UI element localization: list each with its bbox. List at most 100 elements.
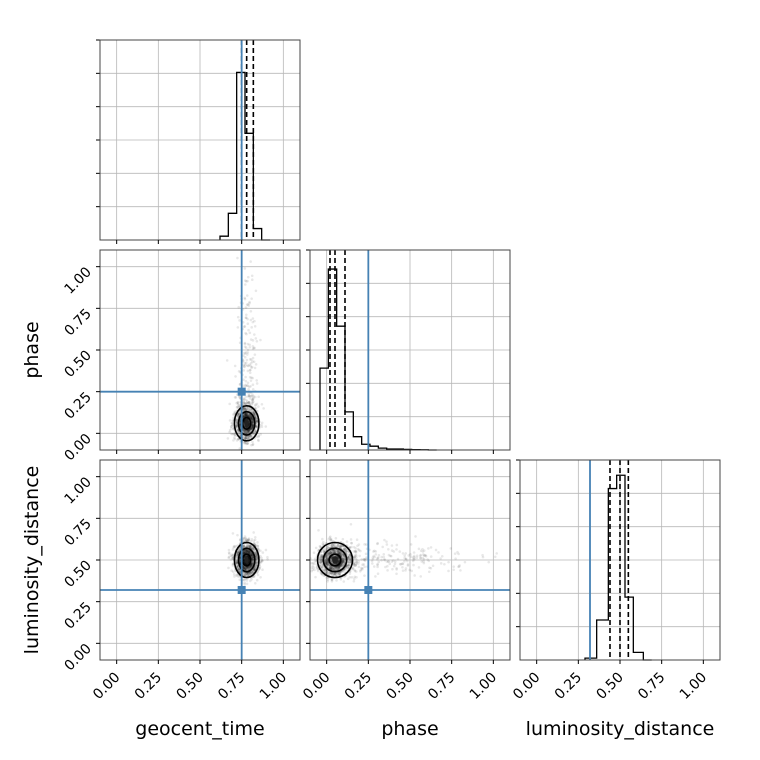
sample-point [338, 565, 342, 568]
sample-point [258, 567, 261, 570]
sample-point [352, 550, 356, 553]
sample-point [338, 566, 342, 570]
sample-point [236, 402, 240, 406]
sample-point [341, 558, 344, 561]
sample-point [324, 557, 327, 561]
sample-point [251, 424, 254, 427]
sample-point [348, 575, 352, 579]
sample-point [246, 402, 250, 405]
sample-point [383, 558, 386, 562]
sample-point [249, 384, 252, 388]
sample-point [395, 572, 398, 576]
sample-point [251, 555, 255, 559]
sample-point [330, 566, 334, 570]
sample-point [233, 437, 237, 441]
sample-point [329, 567, 333, 571]
sample-point [404, 552, 408, 555]
sample-point [254, 337, 258, 340]
sample-point [329, 567, 332, 571]
sample-point [235, 425, 239, 429]
sample-point [344, 568, 347, 572]
sample-point [246, 429, 250, 433]
sample-point [341, 560, 345, 563]
sample-point [335, 545, 339, 548]
sample-point [260, 425, 264, 429]
sample-point [244, 551, 247, 554]
sample-point [487, 560, 491, 564]
sample-point [242, 551, 246, 554]
sample-point [247, 435, 250, 438]
sample-point [424, 554, 427, 557]
sample-point [243, 351, 246, 355]
sample-point [250, 571, 253, 575]
sample-point [328, 536, 331, 539]
sample-point [251, 401, 254, 405]
sample-point [241, 354, 245, 357]
sample-point [242, 545, 245, 548]
xtick-label-geocent-time: 0.50 [173, 670, 206, 703]
sample-point [230, 421, 233, 425]
sample-point [250, 398, 254, 401]
sample-point [330, 578, 334, 582]
sample-point [244, 430, 248, 434]
sample-point [238, 411, 242, 415]
sample-point [329, 537, 333, 541]
sample-point [243, 568, 247, 571]
sample-point [247, 551, 250, 554]
sample-point [245, 549, 248, 553]
sample-point [235, 554, 238, 558]
sample-point [354, 550, 358, 553]
sample-point [340, 553, 343, 557]
sample-point [252, 432, 256, 436]
sample-point [312, 562, 316, 566]
sample-point [246, 573, 250, 577]
sample-point [244, 413, 247, 416]
sample-point [324, 562, 328, 565]
sample-point [242, 537, 246, 540]
sample-point [251, 558, 255, 562]
sample-point [229, 558, 233, 561]
sample-point [320, 572, 323, 576]
sample-point [248, 414, 251, 418]
sample-point [235, 417, 239, 421]
sample-point [342, 560, 346, 563]
sample-point [249, 260, 252, 263]
sample-point [255, 554, 259, 558]
sample-point [238, 341, 242, 345]
sample-point [232, 573, 236, 576]
sample-point [337, 550, 341, 554]
sample-point [312, 566, 316, 569]
sample-point [251, 555, 254, 559]
sample-point [330, 556, 333, 560]
sample-point [228, 402, 231, 406]
sample-point [316, 567, 319, 571]
sample-point [247, 551, 251, 554]
sample-point [341, 554, 345, 557]
sample-point [251, 424, 255, 427]
sample-point [246, 442, 249, 445]
sample-point [331, 567, 334, 571]
sample-point [244, 412, 248, 416]
sample-point [251, 398, 254, 402]
sample-point [328, 551, 332, 555]
sample-point [418, 554, 422, 558]
sample-point [237, 413, 240, 417]
sample-point [250, 297, 253, 300]
sample-point [333, 572, 337, 575]
sample-point [253, 412, 257, 416]
sample-point [346, 577, 350, 581]
sample-point [337, 557, 340, 560]
sample-point [238, 433, 242, 437]
sample-point [334, 536, 338, 540]
sample-point [330, 574, 334, 577]
sample-point [251, 546, 254, 549]
sample-point [342, 563, 345, 567]
sample-point [246, 573, 250, 577]
sample-point [247, 388, 250, 391]
sample-point [233, 364, 237, 368]
sample-point [244, 331, 247, 335]
sample-point [344, 548, 348, 552]
sample-point [324, 547, 328, 550]
sample-point [238, 395, 241, 398]
sample-point [259, 575, 262, 579]
